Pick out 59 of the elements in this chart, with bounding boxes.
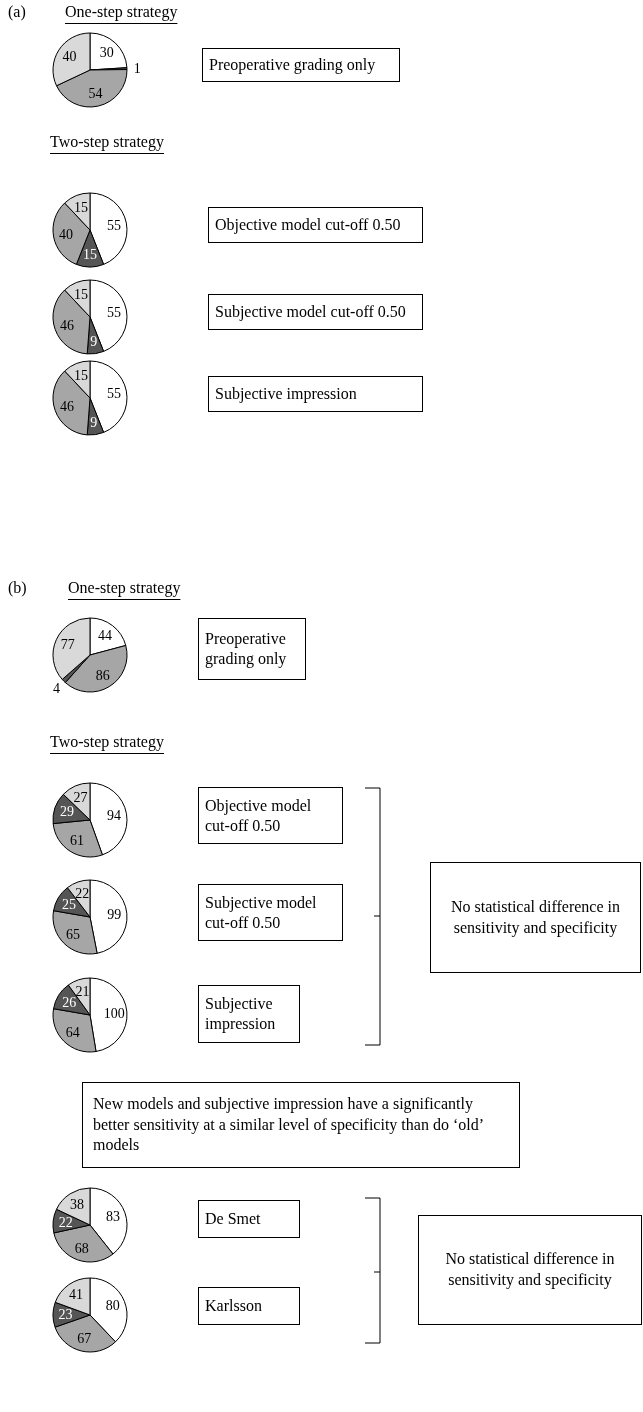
data-label: 55 — [106, 304, 121, 320]
data-label: 46 — [59, 317, 74, 333]
text: Objective model cut-off 0.50 — [215, 215, 401, 235]
text: (a) — [8, 3, 26, 20]
data-label: 15 — [74, 199, 89, 215]
data-label: 64 — [65, 1024, 80, 1040]
data-label: 40 — [62, 49, 77, 65]
text: De Smet — [205, 1209, 261, 1229]
data-label: 46 — [59, 398, 74, 414]
data-label: 41 — [69, 1287, 83, 1303]
data-label: 55 — [106, 385, 121, 401]
data-label: 55 — [106, 217, 121, 233]
data-label: 86 — [95, 668, 110, 684]
data-label: 61 — [69, 833, 84, 849]
data-label: 65 — [65, 926, 80, 942]
text: No statistical difference in sensitivity and specificity — [444, 1249, 616, 1291]
data-label: 22 — [58, 1214, 73, 1230]
text: Subjective impression — [215, 384, 357, 404]
data-label: 15 — [74, 367, 89, 383]
data-label: 25 — [62, 896, 77, 912]
data-label: 80 — [105, 1298, 120, 1314]
text: Subjective impression — [205, 994, 277, 1034]
data-label: 9 — [90, 414, 98, 430]
data-label: 99 — [107, 907, 122, 923]
data-label: 54 — [88, 86, 103, 102]
data-label: 77 — [60, 637, 75, 653]
text: (b) — [8, 579, 27, 596]
data-label: 15 — [74, 286, 89, 302]
data-label: 21 — [75, 984, 90, 1000]
data-label: 30 — [99, 44, 114, 60]
data-label: 1 — [133, 60, 141, 76]
data-label: 100 — [103, 1005, 125, 1021]
text: One-step strategy — [65, 3, 178, 20]
data-label: 27 — [73, 790, 88, 806]
data-label: 15 — [83, 246, 97, 262]
data-label: 40 — [59, 227, 74, 243]
data-label: 83 — [106, 1209, 121, 1225]
text: Two-step strategy — [50, 133, 164, 150]
text: New models and subjective impression have a significantly better sensitivity at a similar level of specificity than do ‘old’ models — [93, 1093, 484, 1156]
data-label: 9 — [90, 333, 98, 349]
data-label: 29 — [59, 804, 74, 820]
data-label: 22 — [75, 886, 90, 902]
data-label: 68 — [74, 1240, 89, 1256]
text: Objective model cut-off 0.50 — [205, 795, 313, 836]
data-label: 38 — [69, 1196, 84, 1212]
data-label: 67 — [77, 1331, 92, 1347]
text: Karlsson — [205, 1296, 262, 1316]
text: Preoperative grading only — [205, 629, 288, 669]
text: One-step strategy — [68, 579, 181, 596]
text: No statistical difference in sensitivity and specificity — [450, 896, 621, 939]
data-label: 4 — [52, 680, 60, 696]
text: Preoperative grading only — [209, 55, 376, 75]
text: Two-step strategy — [50, 733, 164, 750]
data-label: 23 — [58, 1307, 73, 1323]
data-label: 44 — [97, 628, 112, 644]
text: Subjective model cut-off 0.50 — [215, 302, 406, 322]
data-label: 94 — [107, 808, 122, 824]
data-label: 26 — [62, 994, 77, 1010]
text: Subjective model cut-off 0.50 — [205, 892, 318, 933]
